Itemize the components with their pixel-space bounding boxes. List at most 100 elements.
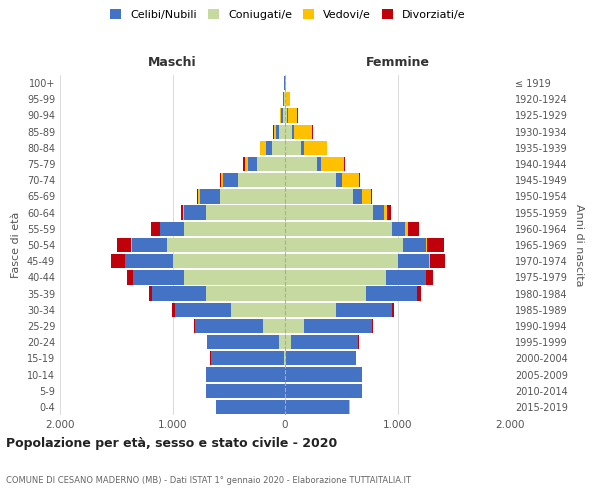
Bar (245, 157, 248, 171)
Bar (260, 140, 266, 155)
Bar (335, 173, 343, 188)
Bar (285, 124, 292, 139)
Bar (280, 124, 285, 139)
Bar (280, 335, 285, 349)
Bar (417, 286, 421, 300)
Bar (132, 238, 167, 252)
Bar (285, 108, 287, 122)
Bar (429, 254, 430, 268)
Bar (343, 173, 359, 188)
Text: Femmine: Femmine (365, 56, 430, 68)
Bar (427, 238, 444, 252)
Bar (248, 157, 257, 171)
Bar (388, 206, 391, 220)
Bar (407, 222, 419, 236)
Bar (287, 108, 289, 122)
Bar (294, 124, 312, 139)
Bar (238, 173, 285, 188)
Y-axis label: Fasce di età: Fasce di età (11, 212, 21, 278)
Bar (184, 222, 285, 236)
Text: Maschi: Maschi (148, 56, 197, 68)
Bar (285, 222, 392, 236)
Bar (292, 124, 294, 139)
Bar (285, 286, 366, 300)
Bar (285, 384, 362, 398)
Bar (195, 319, 263, 333)
Text: Popolazione per età, sesso e stato civile - 2020: Popolazione per età, sesso e stato civil… (6, 437, 337, 450)
Bar (152, 286, 206, 300)
Bar (286, 351, 356, 366)
Bar (284, 351, 285, 366)
Bar (285, 157, 317, 171)
Bar (289, 108, 298, 122)
Bar (125, 254, 173, 268)
Bar (286, 92, 290, 106)
Bar (285, 270, 386, 284)
Bar (285, 368, 362, 382)
Bar (285, 319, 304, 333)
Bar (285, 400, 349, 414)
Bar (366, 286, 416, 300)
Bar (221, 173, 223, 188)
Bar (283, 108, 285, 122)
Bar (384, 206, 388, 220)
Bar (206, 206, 285, 220)
Bar (127, 270, 133, 284)
Bar (304, 319, 371, 333)
Bar (172, 302, 175, 317)
Bar (285, 173, 335, 188)
Bar (220, 173, 221, 188)
Bar (317, 157, 321, 171)
Bar (301, 140, 304, 155)
Bar (425, 238, 427, 252)
Bar (173, 254, 285, 268)
Bar (285, 238, 403, 252)
Bar (194, 319, 195, 333)
Bar (406, 222, 407, 236)
Bar (111, 254, 125, 268)
Bar (392, 222, 406, 236)
Bar (206, 368, 285, 382)
Bar (220, 190, 285, 203)
Bar (398, 254, 429, 268)
Bar (373, 206, 384, 220)
Bar (231, 302, 285, 317)
Bar (426, 270, 433, 284)
Bar (117, 238, 131, 252)
Bar (276, 124, 280, 139)
Bar (386, 270, 425, 284)
Bar (271, 140, 285, 155)
Bar (175, 302, 231, 317)
Bar (353, 190, 361, 203)
Bar (133, 270, 184, 284)
Bar (285, 140, 301, 155)
Bar (151, 222, 160, 236)
Bar (403, 238, 425, 252)
Bar (283, 92, 284, 106)
Y-axis label: Anni di nascita: Anni di nascita (574, 204, 584, 286)
Bar (281, 108, 283, 122)
Bar (321, 157, 343, 171)
Bar (285, 206, 373, 220)
Text: COMUNE DI CESANO MADERNO (MB) - Dati ISTAT 1° gennaio 2020 - Elaborazione TUTTAI: COMUNE DI CESANO MADERNO (MB) - Dati IST… (6, 476, 411, 485)
Bar (343, 157, 344, 171)
Bar (266, 140, 271, 155)
Bar (290, 335, 358, 349)
Bar (430, 254, 445, 268)
Bar (211, 351, 284, 366)
Bar (216, 400, 285, 414)
Bar (285, 335, 290, 349)
Bar (335, 302, 392, 317)
Legend: Celibi/Nubili, Coniugati/e, Vedovi/e, Divorziati/e: Celibi/Nubili, Coniugati/e, Vedovi/e, Di… (106, 5, 470, 24)
Bar (181, 206, 183, 220)
Bar (206, 286, 285, 300)
Bar (285, 302, 335, 317)
Bar (167, 238, 285, 252)
Bar (160, 222, 184, 236)
Bar (372, 319, 373, 333)
Bar (274, 124, 276, 139)
Bar (285, 254, 398, 268)
Bar (263, 319, 285, 333)
Bar (149, 286, 152, 300)
Bar (197, 190, 199, 203)
